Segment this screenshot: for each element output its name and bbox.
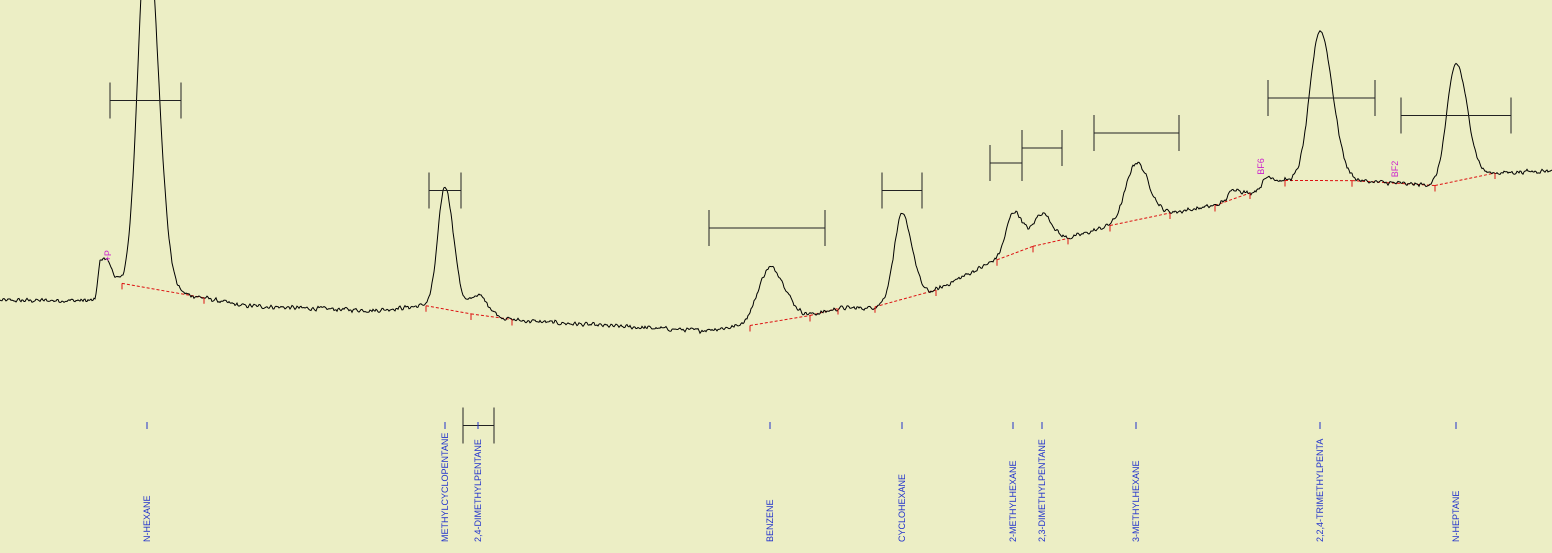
peak-width-bar bbox=[708, 210, 826, 246]
peak-width-bar bbox=[881, 172, 923, 209]
peak-label: 2,4-DIMETHYLPENTANE bbox=[473, 439, 483, 542]
peak-width-bar bbox=[1093, 115, 1180, 151]
integration-baseline-group bbox=[121, 172, 1496, 326]
peak-width-bar-group bbox=[109, 80, 1512, 444]
integration-tick-group bbox=[121, 173, 1496, 332]
marker-label: +P bbox=[103, 250, 113, 261]
marker-label: BF6 bbox=[1256, 158, 1266, 175]
peak-label: 3-METHYLHEXANE bbox=[1131, 460, 1141, 542]
peak-width-bar bbox=[1400, 97, 1512, 134]
peak-label: N-HEXANE bbox=[142, 495, 152, 542]
peak-label: 2-METHYLHEXANE bbox=[1008, 460, 1018, 542]
integration-baseline-segment bbox=[874, 289, 937, 308]
peak-width-bar bbox=[109, 82, 182, 119]
marker-label-group: +P BF6 BF2 bbox=[103, 158, 1400, 261]
peak-label: N-HEPTANE bbox=[1451, 491, 1461, 542]
integration-baseline-segment bbox=[1351, 180, 1436, 186]
integration-baseline-segment bbox=[1214, 192, 1251, 206]
peak-label-group: N-HEXANE METHYLCYCLOPENTANE 2,4-DIMETHYLPE… bbox=[142, 422, 1461, 542]
integration-baseline-segment bbox=[749, 315, 811, 326]
peak-label: CYCLOHEXANE bbox=[897, 474, 907, 542]
integration-baseline-segment bbox=[470, 313, 513, 320]
peak-width-bar bbox=[428, 172, 462, 209]
peak-label: 2,2,4-TRIMETHYLPENTA bbox=[1315, 439, 1325, 542]
peak-label: BENZENE bbox=[765, 499, 775, 542]
peak-label: 2,3-DIMETHYLPENTANE bbox=[1037, 439, 1047, 542]
integration-baseline-segment bbox=[1434, 172, 1496, 186]
chromatogram-trace bbox=[0, 0, 1552, 335]
peak-width-bar bbox=[1021, 130, 1063, 166]
chromatogram-trace-group bbox=[0, 0, 1552, 335]
integration-baseline-segment bbox=[1109, 212, 1171, 226]
marker-label: BF2 bbox=[1390, 161, 1400, 178]
integration-baseline-segment bbox=[425, 305, 472, 315]
peak-label: METHYLCYCLOPENTANE bbox=[440, 433, 450, 542]
integration-baseline-segment bbox=[121, 282, 205, 299]
integration-baseline-segment bbox=[996, 245, 1034, 261]
integration-baseline-segment bbox=[1032, 237, 1069, 247]
peak-width-bar bbox=[1267, 80, 1376, 116]
